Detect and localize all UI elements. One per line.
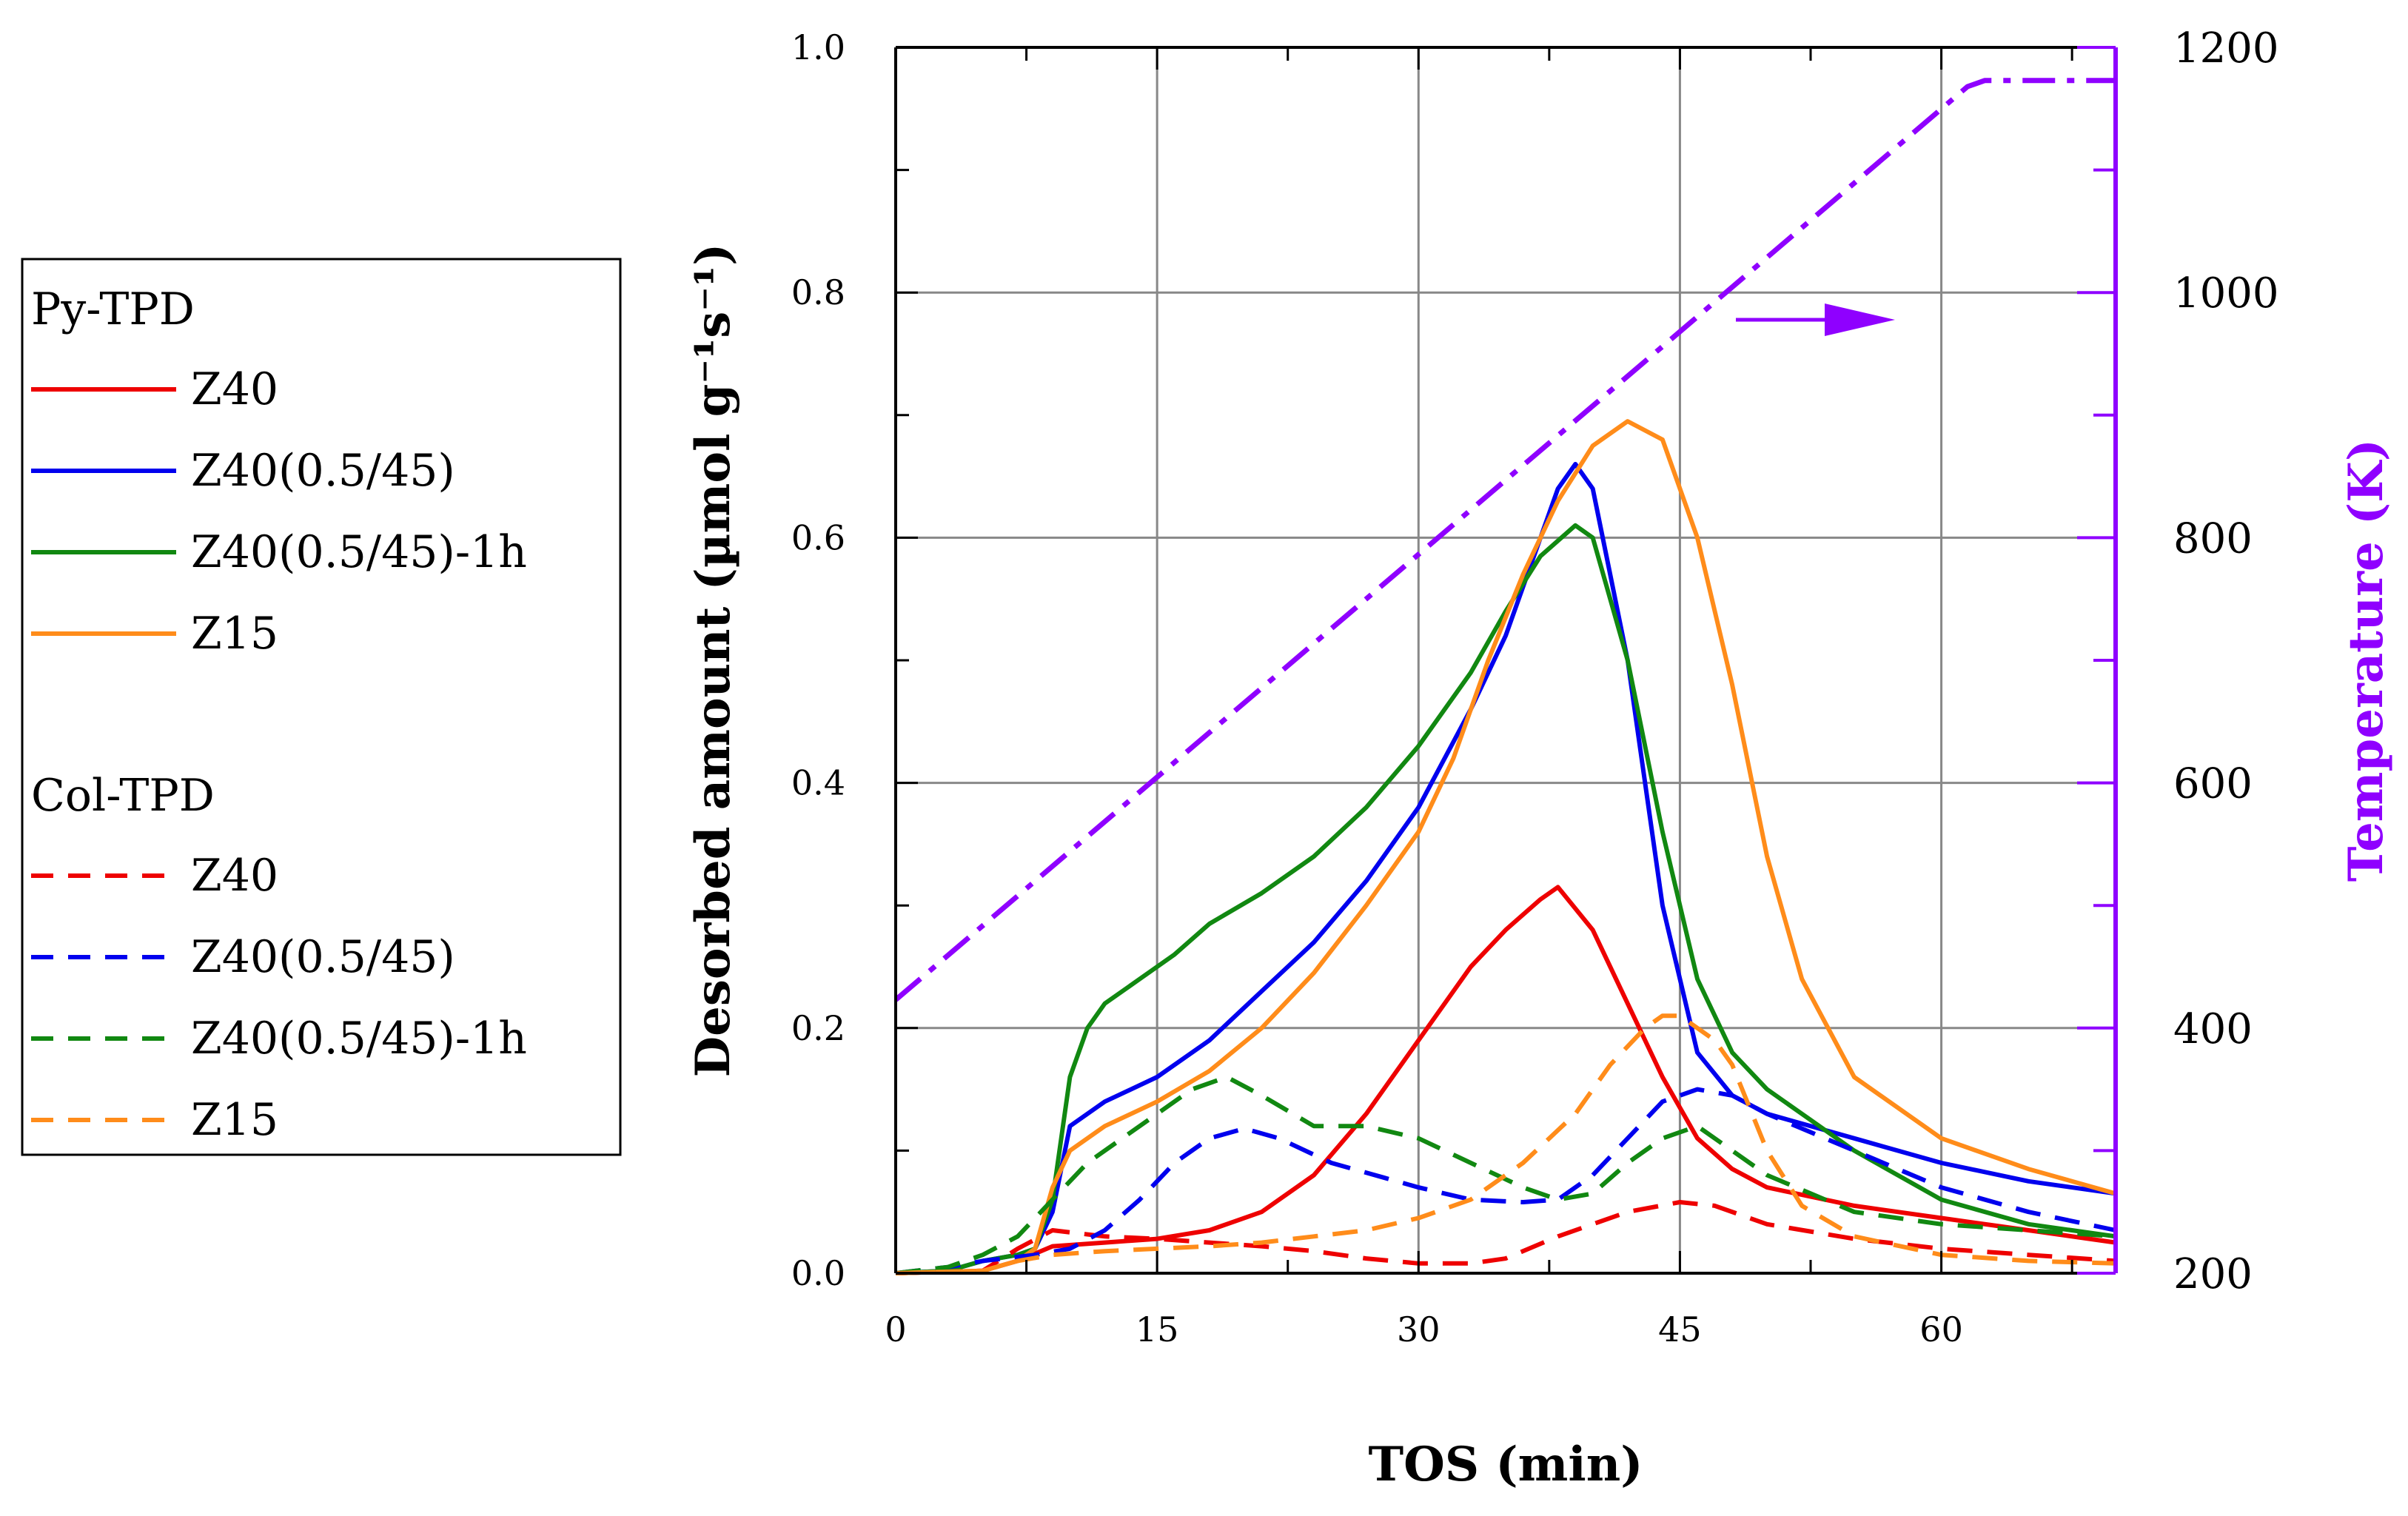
grid [896, 47, 2116, 1273]
temperature-arrow [1736, 303, 1895, 336]
y-tick-label: 0.4 [791, 763, 845, 803]
legend-label: Z40(0.5/45) [191, 445, 455, 497]
y2-tick-label: 1000 [2173, 269, 2279, 318]
y2-tick-label: 600 [2173, 760, 2253, 808]
legend-label: Z15 [191, 1094, 278, 1146]
series-line-col-tpd-z40-0-5-45- [895, 1087, 2116, 1275]
axes: 0 15 30 45 60 0.0 0.2 0.4 0.6 0.8 1.0 200 400 600 800 1… [791, 24, 2279, 1349]
x-axis-title: TOS (min) [1369, 1437, 1643, 1492]
y-tick-label: 0.2 [791, 1008, 845, 1048]
legend-group-py: Py-TPD [31, 284, 195, 335]
y-tick-label: 1.0 [791, 27, 845, 67]
y2-tick-label: 1200 [2173, 24, 2279, 73]
x-tick-label: 30 [1397, 1309, 1441, 1349]
x-tick-label: 0 [885, 1309, 906, 1349]
x-tick-label: 15 [1136, 1309, 1179, 1349]
legend-group-col: Col-TPD [31, 770, 215, 822]
y-axis-title: Desorbed amount (µmol g⁻¹s⁻¹) [685, 244, 741, 1078]
legend-box [21, 258, 622, 1156]
legend-label: Z40 [191, 363, 278, 415]
legend-label: Z40(0.5/45)-1h [191, 1013, 527, 1064]
legend-label: Z40 [191, 850, 278, 902]
series-line-col-tpd-z40-0-5-45-1h [895, 1075, 2116, 1275]
x-tick-label: 60 [1919, 1309, 1963, 1349]
legend: Py-TPD Col-TPD Z40 Z40(0.5/45) Z40(0.5/45)… [21, 258, 622, 1156]
series-line-py-tpd-z40-0-5-45- [895, 462, 2116, 1275]
y-tick-label: 0.6 [791, 517, 845, 557]
plot-frame [894, 46, 2118, 1275]
series-line-py-tpd-z15 [895, 419, 2116, 1275]
legend-label: Z40(0.5/45) [191, 931, 455, 983]
y2-axis-title: Temperature (K) [2338, 439, 2394, 882]
y2-tick-label: 400 [2173, 1005, 2253, 1053]
x-tick-label: 45 [1658, 1309, 1702, 1349]
y-tick-label: 0.0 [791, 1253, 845, 1293]
series-layer [893, 78, 2116, 1275]
legend-label: Z40(0.5/45)-1h [191, 526, 527, 578]
y-tick-label: 0.8 [791, 272, 845, 312]
series-line-temperature [893, 78, 2116, 1002]
y2-tick-label: 200 [2173, 1250, 2253, 1298]
legend-label: Z15 [191, 608, 278, 660]
y2-tick-label: 800 [2173, 514, 2253, 563]
series-line-py-tpd-z40-0-5-45-1h [895, 523, 2116, 1275]
series-line-col-tpd-z40 [895, 1200, 2116, 1275]
series-line-py-tpd-z40 [895, 885, 2116, 1275]
